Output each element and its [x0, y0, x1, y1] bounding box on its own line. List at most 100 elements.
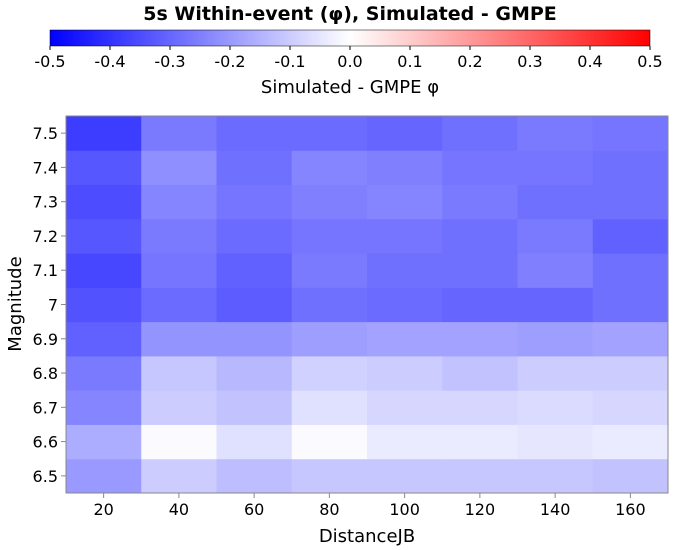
- heatmap-cell: [367, 355, 443, 391]
- heatmap-cell: [216, 218, 293, 254]
- x-tick-label: 120: [465, 500, 496, 519]
- heatmap-cell: [291, 287, 368, 323]
- x-tick-label: 160: [615, 500, 646, 519]
- heatmap-cell: [216, 458, 293, 494]
- heatmap-cell: [367, 253, 443, 288]
- colorbar-tick-label: 0.0: [337, 52, 362, 71]
- heatmap-cell: [141, 287, 217, 323]
- colorbar-tick-label: -0.1: [274, 52, 305, 71]
- heatmap-cell: [517, 424, 594, 460]
- colorbar-tick-label: -0.2: [214, 52, 245, 71]
- heatmap-cell: [216, 184, 293, 220]
- heatmap-cell: [66, 184, 142, 220]
- heatmap-cell: [216, 321, 293, 357]
- colorbar-tick-label: -0.3: [154, 52, 185, 71]
- heatmap-cell: [592, 355, 669, 391]
- heatmap-cell: [216, 355, 293, 391]
- colorbar-tick-label: 0.1: [397, 52, 422, 71]
- heatmap-cell: [141, 150, 217, 186]
- y-tick-label: 7.2: [33, 227, 58, 246]
- heatmap-cell: [291, 390, 368, 425]
- heatmap-cell: [66, 321, 142, 357]
- heatmap-cell: [517, 150, 594, 186]
- heatmap-cell: [442, 184, 518, 220]
- heatmap-cell: [367, 287, 443, 323]
- x-tick-label: 140: [540, 500, 571, 519]
- heatmap-cell: [141, 390, 217, 425]
- heatmap-cell: [141, 458, 217, 494]
- colorbar-label: Simulated - GMPE φ: [261, 77, 439, 98]
- heatmap-cell: [442, 424, 518, 460]
- heatmap-cell: [367, 218, 443, 254]
- x-tick-label: 40: [169, 500, 189, 519]
- x-tick-label: 60: [244, 500, 264, 519]
- heatmap-cell: [517, 218, 594, 254]
- heatmap-cells: [66, 116, 669, 494]
- heatmap-cell: [216, 424, 293, 460]
- heatmap-cell: [592, 150, 669, 186]
- y-tick-label: 7.4: [33, 158, 58, 177]
- heatmap-cell: [291, 253, 368, 288]
- y-tick-label: 7.1: [33, 261, 58, 280]
- y-tick-label: 6.5: [33, 467, 58, 486]
- heatmap-cell: [66, 355, 142, 391]
- heatmap-cell: [141, 218, 217, 254]
- heatmap-cell: [216, 253, 293, 288]
- heatmap-cell: [66, 218, 142, 254]
- heatmap-cell: [442, 150, 518, 186]
- heatmap-cell: [592, 321, 669, 357]
- heatmap-cell: [367, 321, 443, 357]
- x-axis-label: DistanceJB: [319, 526, 415, 547]
- y-tick-label: 6.9: [33, 330, 58, 349]
- heatmap-cell: [517, 390, 594, 425]
- x-tick-label: 20: [93, 500, 113, 519]
- x-tick-label: 80: [319, 500, 339, 519]
- heatmap-cell: [291, 150, 368, 186]
- heatmap-cell: [592, 116, 669, 151]
- heatmap-cell: [291, 184, 368, 220]
- y-tick-label: 7.3: [33, 193, 58, 212]
- heatmap-cell: [442, 218, 518, 254]
- chart-title: 5s Within-event (φ), Simulated - GMPE: [143, 3, 557, 25]
- y-tick-label: 6.6: [33, 433, 58, 452]
- heatmap-cell: [442, 116, 518, 151]
- heatmap-cell: [592, 184, 669, 220]
- colorbar-tick-label: -0.5: [34, 52, 65, 71]
- heatmap-cell: [291, 321, 368, 357]
- heatmap-cell: [291, 458, 368, 494]
- heatmap-cell: [592, 218, 669, 254]
- heatmap-cell: [592, 253, 669, 288]
- heatmap-cell: [216, 116, 293, 151]
- heatmap-cell: [291, 116, 368, 151]
- colorbar-tick-label: 0.4: [577, 52, 602, 71]
- heatmap-cell: [216, 287, 293, 323]
- heatmap-cell: [66, 116, 142, 151]
- heatmap-cell: [66, 150, 142, 186]
- y-tick-label: 7.5: [33, 124, 58, 143]
- heatmap-cell: [141, 116, 217, 151]
- heatmap-cell: [592, 390, 669, 425]
- heatmap-cell: [592, 458, 669, 494]
- heatmap-cell: [442, 321, 518, 357]
- colorbar-tick-label: 0.2: [457, 52, 482, 71]
- heatmap-cell: [216, 150, 293, 186]
- heatmap-cell: [66, 424, 142, 460]
- heatmap-cell: [442, 253, 518, 288]
- heatmap-cell: [141, 321, 217, 357]
- x-tick-label: 100: [389, 500, 420, 519]
- heatmap-cell: [291, 424, 368, 460]
- heatmap-cell: [442, 355, 518, 391]
- heatmap-cell: [141, 184, 217, 220]
- colorbar-tick-label: 0.5: [637, 52, 662, 71]
- heatmap-cell: [66, 390, 142, 425]
- heatmap-cell: [66, 253, 142, 288]
- heatmap-cell: [141, 253, 217, 288]
- heatmap-cell: [517, 355, 594, 391]
- y-tick-label: 7: [48, 296, 58, 315]
- heatmap-cell: [141, 355, 217, 391]
- heatmap-cell: [141, 424, 217, 460]
- heatmap-cell: [367, 184, 443, 220]
- heatmap-cell: [367, 458, 443, 494]
- heatmap-cell: [367, 150, 443, 186]
